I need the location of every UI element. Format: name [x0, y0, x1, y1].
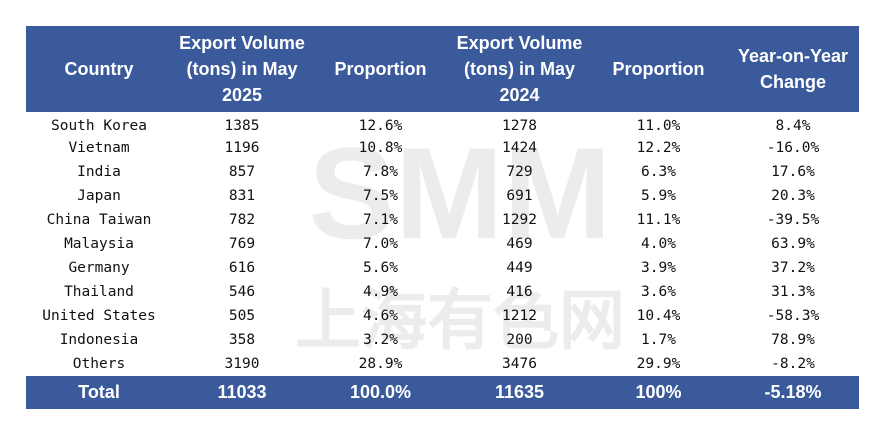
cell-country: Vietnam	[68, 140, 130, 156]
table-row: Malaysia 769 7.0% 469 4.0% 63.9%	[26, 232, 859, 256]
cell-volume-2024: 449	[506, 260, 533, 276]
table-row: Germany 616 5.6% 449 3.9% 37.2%	[26, 256, 859, 280]
cell-volume-2024: 691	[506, 188, 533, 204]
total-yoy-change: -5.18%	[727, 376, 859, 409]
cell-proportion-2024: 10.4%	[636, 308, 681, 324]
cell-country: Malaysia	[64, 236, 134, 252]
cell-volume-2024: 416	[506, 284, 533, 300]
cell-country: China Taiwan	[46, 212, 152, 228]
cell-proportion-2024: 11.1%	[636, 212, 681, 228]
table-row: Others 3190 28.9% 3476 29.9% -8.2%	[26, 352, 859, 376]
cell-volume-2025: 546	[228, 284, 256, 300]
cell-proportion-2024: 4.0%	[641, 236, 676, 252]
header-volume-2025: Export Volume (tons) in May 2025	[172, 26, 312, 112]
cell-volume-2025: 3190	[224, 356, 260, 372]
table-row: India 857 7.8% 729 6.3% 17.6%	[26, 160, 859, 184]
cell-country: Indonesia	[59, 332, 139, 348]
cell-yoy-change: -58.3%	[766, 308, 820, 324]
table-row: Japan 831 7.5% 691 5.9% 20.3%	[26, 184, 859, 208]
total-proportion-2025: 100.0%	[312, 376, 449, 409]
cell-proportion-2025: 4.6%	[363, 308, 398, 324]
cell-proportion-2024: 29.9%	[636, 356, 681, 372]
cell-yoy-change: 78.9%	[771, 332, 815, 348]
cell-volume-2024: 1424	[502, 140, 537, 156]
header-proportion-2024: Proportion	[590, 26, 727, 112]
cell-proportion-2024: 11.0%	[636, 117, 681, 134]
cell-country: Japan	[77, 188, 121, 204]
cell-country: United States	[42, 308, 156, 324]
total-proportion-2024: 100%	[590, 376, 727, 409]
cell-volume-2024: 729	[506, 164, 533, 180]
cell-proportion-2025: 10.8%	[358, 140, 403, 156]
cell-volume-2025: 505	[228, 308, 256, 324]
cell-country: Germany	[68, 260, 130, 276]
cell-volume-2024: 200	[506, 332, 533, 348]
cell-volume-2025: 358	[228, 332, 256, 348]
export-table-container: Country Export Volume (tons) in May 2025…	[26, 26, 859, 409]
table-header-row: Country Export Volume (tons) in May 2025…	[26, 26, 859, 112]
table-row: China Taiwan 782 7.1% 1292 11.1% -39.5%	[26, 208, 859, 232]
cell-yoy-change: 17.6%	[771, 164, 815, 180]
cell-proportion-2025: 12.6%	[358, 117, 403, 134]
cell-volume-2024: 1212	[502, 308, 537, 324]
cell-yoy-change: 20.3%	[771, 188, 815, 204]
cell-proportion-2025: 5.6%	[363, 260, 398, 276]
cell-yoy-change: 8.4%	[775, 117, 811, 134]
cell-proportion-2025: 7.8%	[363, 164, 398, 180]
cell-volume-2024: 1292	[502, 212, 537, 228]
cell-proportion-2024: 3.6%	[641, 284, 676, 300]
cell-proportion-2024: 1.7%	[641, 332, 676, 348]
cell-yoy-change: -16.0%	[766, 140, 820, 156]
total-label: Total	[26, 376, 172, 409]
cell-yoy-change: 37.2%	[771, 260, 815, 276]
total-volume-2024: 11635	[449, 376, 590, 409]
cell-volume-2025: 769	[228, 236, 256, 252]
cell-volume-2025: 616	[228, 260, 256, 276]
header-volume-2024: Export Volume (tons) in May 2024	[449, 26, 590, 112]
table-row: Vietnam 1196 10.8% 1424 12.2% -16.0%	[26, 136, 859, 160]
cell-yoy-change: 63.9%	[771, 236, 815, 252]
cell-volume-2025: 1196	[224, 140, 260, 156]
cell-proportion-2025: 4.9%	[363, 284, 398, 300]
cell-yoy-change: 31.3%	[771, 284, 815, 300]
header-proportion-2025: Proportion	[312, 26, 449, 112]
header-yoy-change: Year-on-Year Change	[727, 26, 859, 112]
cell-volume-2025: 831	[228, 188, 256, 204]
cell-country: India	[77, 164, 121, 180]
cell-volume-2024: 469	[506, 236, 533, 252]
cell-proportion-2024: 6.3%	[641, 164, 676, 180]
table-row: Thailand 546 4.9% 416 3.6% 31.3%	[26, 280, 859, 304]
header-country: Country	[26, 26, 172, 112]
cell-proportion-2025: 7.1%	[363, 212, 398, 228]
cell-volume-2025: 857	[228, 164, 256, 180]
cell-proportion-2024: 12.2%	[636, 140, 681, 156]
cell-volume-2024: 3476	[502, 356, 537, 372]
table-row: South Korea 1385 12.6% 1278 11.0% 8.4%	[26, 112, 859, 136]
table-total-row: Total 11033 100.0% 11635 100% -5.18%	[26, 376, 859, 409]
cell-yoy-change: -39.5%	[766, 212, 820, 228]
cell-volume-2024: 1278	[502, 117, 537, 134]
total-volume-2025: 11033	[172, 376, 312, 409]
cell-country: Thailand	[64, 284, 134, 300]
export-volume-table: Country Export Volume (tons) in May 2025…	[26, 26, 859, 409]
cell-volume-2025: 782	[228, 212, 256, 228]
cell-proportion-2024: 5.9%	[641, 188, 676, 204]
cell-country: South Korea	[50, 117, 148, 134]
cell-proportion-2025: 7.5%	[363, 188, 398, 204]
cell-proportion-2024: 3.9%	[641, 260, 676, 276]
table-row: Indonesia 358 3.2% 200 1.7% 78.9%	[26, 328, 859, 352]
cell-yoy-change: -8.2%	[771, 356, 815, 372]
cell-volume-2025: 1385	[224, 117, 260, 134]
cell-proportion-2025: 3.2%	[363, 332, 398, 348]
cell-country: Others	[72, 356, 126, 372]
cell-proportion-2025: 28.9%	[358, 356, 403, 372]
table-row: United States 505 4.6% 1212 10.4% -58.3%	[26, 304, 859, 328]
cell-proportion-2025: 7.0%	[363, 236, 398, 252]
